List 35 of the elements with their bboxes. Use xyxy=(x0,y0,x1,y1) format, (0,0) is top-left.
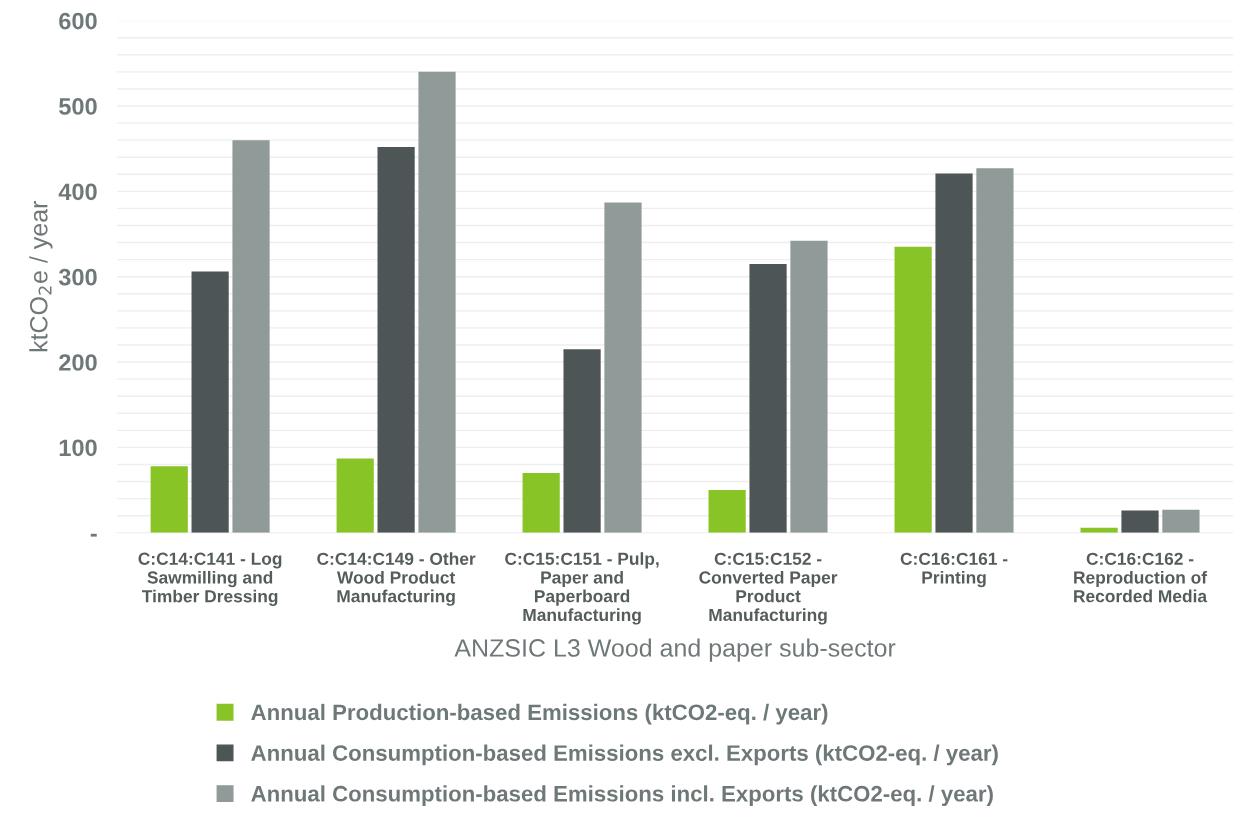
bar xyxy=(708,490,746,533)
bar xyxy=(336,458,374,533)
y-tick-label: - xyxy=(90,533,97,537)
bar xyxy=(191,271,229,533)
y-tick-label: 400 xyxy=(58,183,97,201)
bar xyxy=(563,349,601,533)
x-tick-label: C:C15:C151 - Pulp, Paper and Paperboard Manufacturing xyxy=(505,552,659,625)
bar xyxy=(232,140,270,533)
bar xyxy=(935,173,973,533)
legend-label: Annual Consumption-based Emissions incl. Exports (ktCO2-eq. / year) xyxy=(251,785,993,806)
bar xyxy=(1162,509,1200,533)
y-tick-label: 500 xyxy=(59,98,97,115)
bar xyxy=(150,466,188,533)
y-axis-title: ktCO$_{2}$e / year xyxy=(29,201,53,352)
x-tick-label: C:C14:C141 - Log Sawmilling and Timber Dressing xyxy=(138,552,282,606)
legend-label: Annual Consumption-based Emissions excl. Exports (ktCO2-eq. / year) xyxy=(251,744,998,766)
bar xyxy=(749,263,787,533)
bar xyxy=(418,71,456,533)
bar xyxy=(1121,510,1159,533)
y-tick-label: 300 xyxy=(58,268,97,286)
x-tick-label: C:C15:C152 - Converted Paper Product Manufacturing xyxy=(699,552,838,625)
bar xyxy=(377,146,415,533)
x-axis-title: ANZSIC L3 Wood and paper sub-sector xyxy=(454,638,896,662)
bar xyxy=(894,246,932,533)
x-tick-label: C:C14:C149 - Other Wood Product Manufacturing xyxy=(317,552,476,606)
legend-label: Annual Production-based Emissions (ktCO2-eq. / year) xyxy=(251,703,828,725)
bar xyxy=(976,168,1014,533)
x-tick-label: C:C16:C161 - Printing xyxy=(900,552,1008,588)
y-tick-label: 100 xyxy=(59,439,97,457)
y-tick-label: 200 xyxy=(59,354,97,371)
bar xyxy=(604,202,642,533)
y-tick-label: 600 xyxy=(59,12,97,30)
x-tick-label: C:C16:C162 - Reproduction of Recorded Media xyxy=(1074,552,1208,603)
bar xyxy=(522,473,560,533)
bar xyxy=(790,240,828,533)
